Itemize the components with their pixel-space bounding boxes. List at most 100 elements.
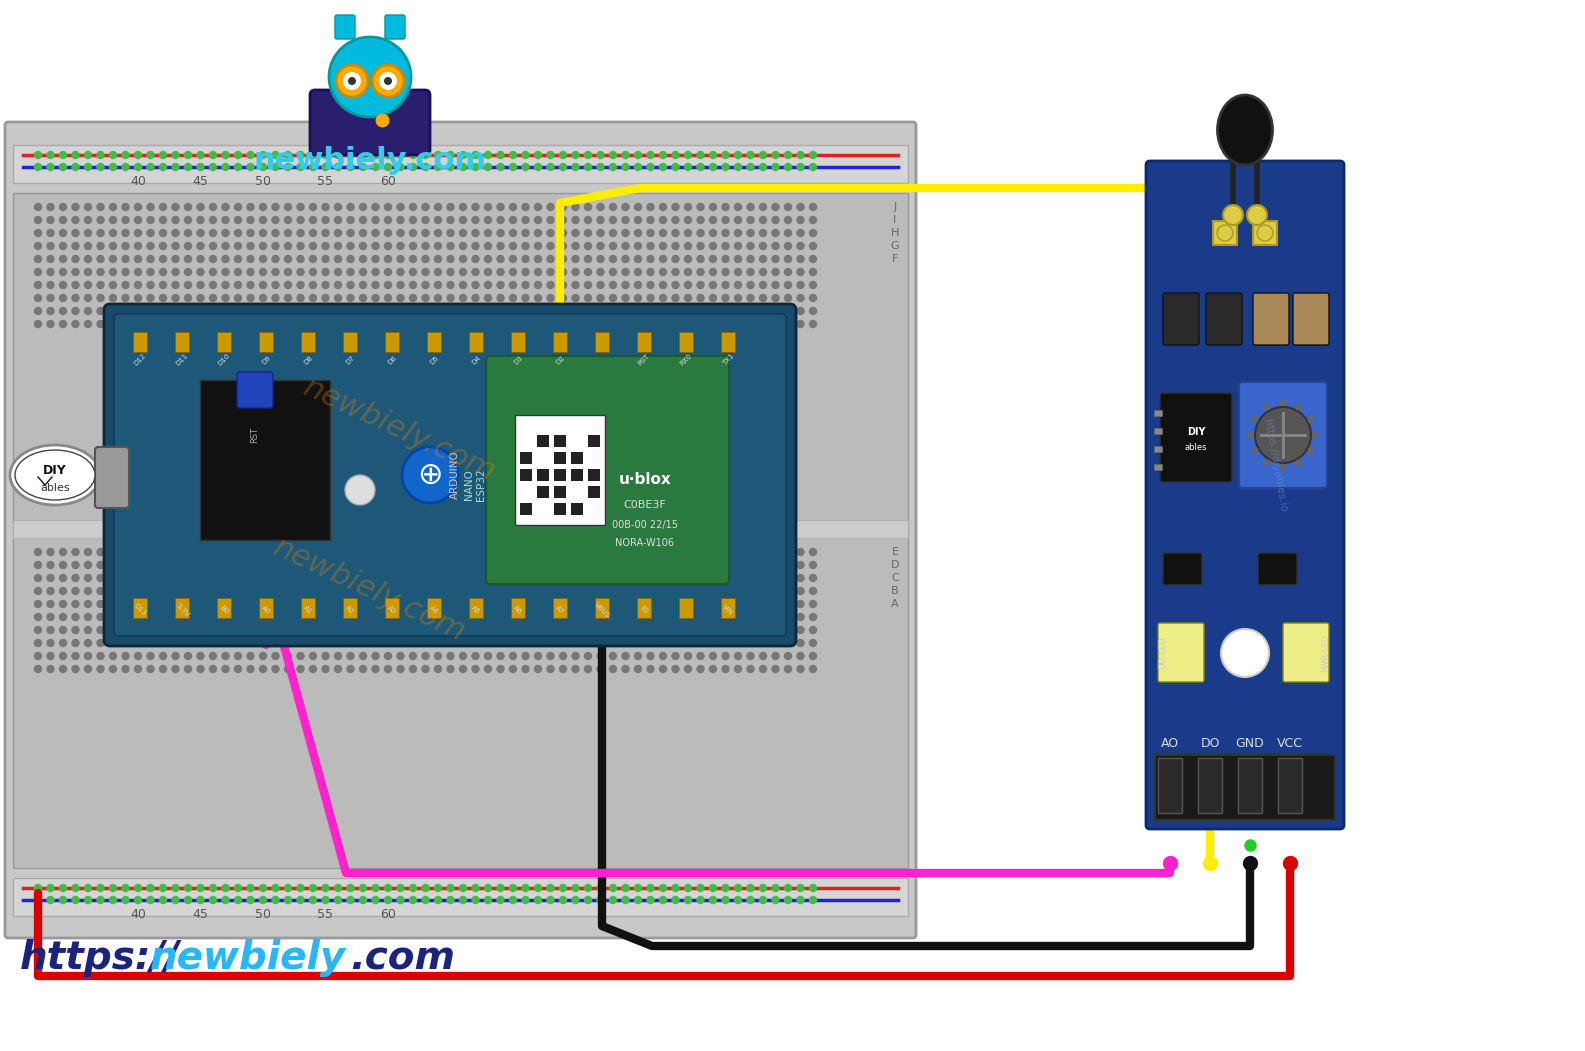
Bar (469, 332, 483, 352)
FancyBboxPatch shape (1146, 161, 1344, 829)
Circle shape (222, 282, 228, 289)
Circle shape (322, 243, 330, 249)
Bar (174, 332, 189, 352)
Circle shape (672, 885, 678, 891)
Circle shape (247, 639, 254, 646)
Circle shape (685, 549, 691, 556)
Circle shape (334, 217, 341, 224)
Circle shape (634, 600, 642, 607)
Text: D6: D6 (387, 354, 398, 366)
Circle shape (685, 255, 691, 263)
Circle shape (109, 217, 117, 224)
Ellipse shape (1217, 95, 1273, 165)
Circle shape (447, 321, 453, 328)
Circle shape (273, 626, 279, 634)
Circle shape (372, 151, 379, 159)
Circle shape (409, 268, 417, 275)
Circle shape (647, 588, 655, 595)
Circle shape (585, 600, 591, 607)
Circle shape (498, 626, 504, 634)
Circle shape (109, 561, 117, 569)
Circle shape (460, 885, 466, 891)
Circle shape (560, 229, 566, 236)
Circle shape (785, 294, 791, 302)
Circle shape (723, 151, 729, 159)
Circle shape (734, 897, 742, 904)
Circle shape (734, 217, 742, 224)
Circle shape (385, 229, 391, 236)
Circle shape (672, 588, 678, 595)
Circle shape (409, 885, 417, 891)
Circle shape (685, 885, 691, 891)
Circle shape (797, 204, 804, 210)
Circle shape (197, 588, 204, 595)
Circle shape (60, 561, 67, 569)
Circle shape (260, 897, 266, 904)
Circle shape (485, 255, 491, 263)
Circle shape (48, 321, 54, 328)
Circle shape (173, 255, 179, 263)
Text: 50: 50 (255, 908, 271, 921)
Circle shape (797, 268, 804, 275)
Circle shape (409, 575, 417, 581)
Circle shape (209, 255, 217, 263)
Circle shape (334, 549, 341, 556)
Circle shape (747, 575, 754, 581)
Circle shape (147, 665, 154, 673)
Circle shape (109, 229, 117, 236)
Circle shape (71, 561, 79, 569)
Circle shape (247, 268, 254, 275)
Circle shape (572, 255, 579, 263)
Circle shape (560, 653, 566, 659)
Text: 00B-00 22/15: 00B-00 22/15 (612, 520, 678, 530)
Circle shape (222, 885, 228, 891)
Circle shape (585, 665, 591, 673)
Circle shape (785, 665, 791, 673)
Circle shape (621, 561, 629, 569)
Circle shape (598, 243, 604, 249)
Circle shape (647, 665, 655, 673)
Circle shape (409, 255, 417, 263)
Circle shape (273, 653, 279, 659)
Circle shape (598, 639, 604, 646)
Text: ⊕: ⊕ (417, 460, 442, 490)
Circle shape (409, 229, 417, 236)
Circle shape (360, 321, 366, 328)
Circle shape (647, 308, 655, 314)
Circle shape (48, 282, 54, 289)
Circle shape (122, 549, 128, 556)
Circle shape (385, 614, 391, 620)
Circle shape (659, 164, 667, 170)
Text: 60: 60 (380, 176, 396, 188)
Circle shape (734, 243, 742, 249)
Circle shape (97, 575, 105, 581)
Circle shape (547, 561, 555, 569)
Circle shape (772, 282, 778, 289)
Circle shape (109, 885, 117, 891)
Circle shape (509, 885, 517, 891)
Circle shape (135, 549, 141, 556)
Circle shape (598, 204, 604, 210)
Circle shape (634, 575, 642, 581)
Circle shape (647, 151, 655, 159)
Circle shape (759, 255, 767, 263)
Circle shape (235, 255, 241, 263)
Circle shape (734, 255, 742, 263)
Bar (1308, 448, 1314, 454)
Circle shape (372, 282, 379, 289)
Circle shape (160, 885, 166, 891)
Circle shape (173, 229, 179, 236)
Circle shape (222, 665, 228, 673)
Circle shape (197, 229, 204, 236)
Circle shape (385, 294, 391, 302)
Circle shape (135, 665, 141, 673)
Circle shape (184, 885, 192, 891)
Text: B0: B0 (219, 604, 230, 616)
Circle shape (747, 626, 754, 634)
Circle shape (785, 151, 791, 159)
Circle shape (785, 561, 791, 569)
Circle shape (572, 588, 579, 595)
Circle shape (84, 665, 92, 673)
Circle shape (322, 614, 330, 620)
Circle shape (309, 268, 317, 275)
